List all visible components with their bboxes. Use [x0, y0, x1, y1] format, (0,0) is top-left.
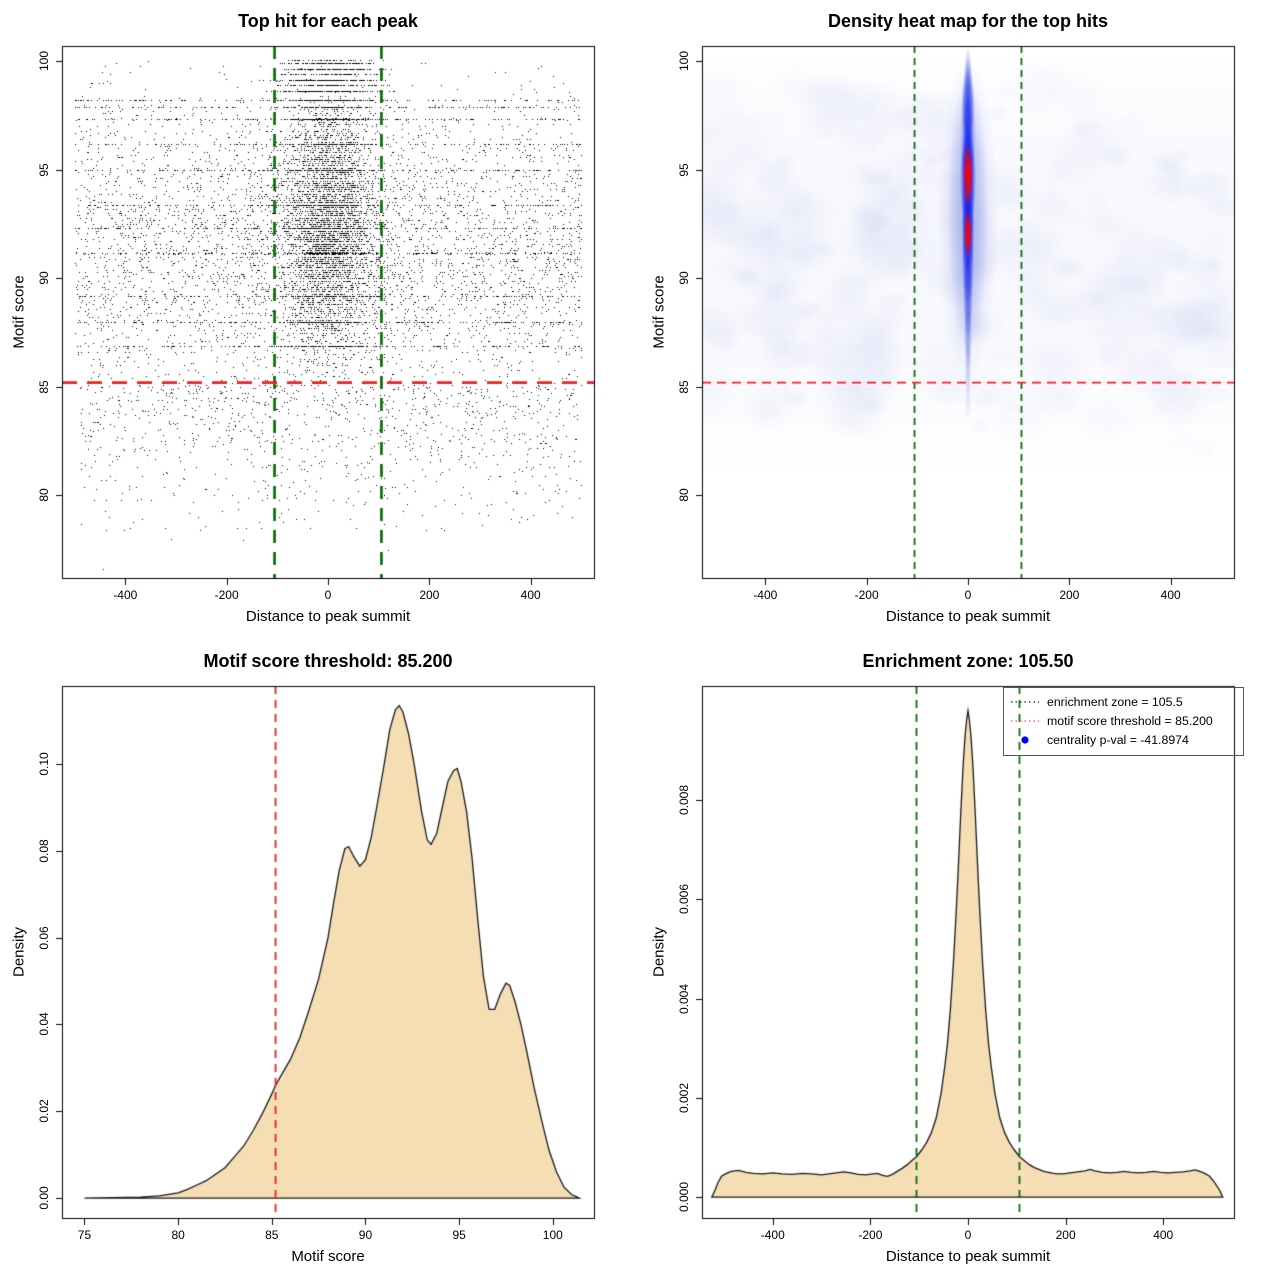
dotted-line-icon: [1011, 720, 1039, 722]
x-axis-label: Motif score: [291, 1248, 365, 1265]
y-tick-label: 0.08: [37, 839, 51, 863]
legend-row: centrality p-val = -41.8974: [1010, 731, 1239, 749]
panel-enrichment-zone-density: Enrichment zone: 105.50 Distance to peak…: [640, 640, 1280, 1280]
x-tick-label: -200: [854, 588, 879, 602]
x-tick-label: -400: [753, 588, 778, 602]
panel-title: Density heat map for the top hits: [827, 11, 1109, 31]
y-tick-label: 100: [37, 51, 51, 72]
x-tick-label: 90: [358, 1228, 373, 1242]
y-tick-label: 0.002: [677, 1082, 691, 1113]
legend-label: centrality p-val = -41.8974: [1047, 733, 1189, 747]
y-axis-label: Motif score: [650, 275, 668, 349]
panel-title: Motif score threshold: 85.200: [203, 651, 453, 671]
y-tick-label: 0.000: [677, 1182, 691, 1213]
x-axis-label: Distance to peak summit: [885, 608, 1051, 625]
x-tick-label: -400: [113, 588, 138, 602]
density-plot-canvas: [640, 640, 1280, 1280]
x-tick-label: 85: [265, 1228, 279, 1242]
legend-key-dot: [1021, 736, 1029, 744]
y-tick-label: 0.00: [37, 1186, 51, 1210]
x-tick-label: 200: [1059, 588, 1080, 602]
x-tick-label: -200: [858, 1228, 883, 1242]
x-tick-label: 400: [520, 588, 541, 602]
panel-top-hit-scatter: Top hit for each peak Distance to peak s…: [0, 0, 640, 640]
heatmap-canvas: [640, 0, 1280, 640]
x-axis-label: Distance to peak summit: [885, 1248, 1051, 1265]
x-tick-label: -200: [214, 588, 239, 602]
y-tick-label: 0.008: [677, 785, 691, 816]
y-axis-label: Density: [650, 926, 668, 978]
x-tick-label: 200: [419, 588, 440, 602]
x-tick-label: 80: [171, 1228, 185, 1242]
y-tick-label: 0.06: [37, 925, 51, 950]
panel-title: Enrichment zone: 105.50: [862, 651, 1074, 671]
panel-title: Top hit for each peak: [238, 11, 418, 31]
y-axis-label: Motif score: [10, 275, 28, 349]
x-tick-label: 400: [1153, 1228, 1174, 1242]
dot-icon: [1021, 736, 1029, 744]
panel-density-heatmap: Density heat map for the top hits Distan…: [640, 0, 1280, 640]
y-tick-label: 0.10: [37, 752, 51, 776]
x-tick-label: 200: [1055, 1228, 1076, 1242]
x-tick-label: 100: [542, 1228, 563, 1242]
y-tick-label: 95: [677, 163, 691, 177]
density-plot-canvas: [0, 640, 640, 1280]
legend-row: motif score threshold = 85.200: [1010, 712, 1239, 730]
y-tick-label: 95: [37, 163, 51, 177]
y-tick-label: 85: [677, 380, 691, 394]
y-tick-label: 80: [37, 488, 51, 503]
x-tick-label: 95: [452, 1228, 466, 1242]
x-tick-label: 400: [1160, 588, 1181, 602]
x-tick-label: 75: [77, 1228, 92, 1242]
panel-motif-score-density: Motif score threshold: 85.200 Motif scor…: [0, 640, 640, 1280]
scatter-plot-canvas: [0, 0, 640, 640]
y-axis-label: Density: [10, 926, 28, 978]
legend-row: enrichment zone = 105.5: [1010, 693, 1239, 711]
y-tick-label: 100: [677, 51, 691, 72]
y-tick-label: 80: [677, 488, 691, 503]
x-tick-label: -400: [760, 1228, 785, 1242]
y-tick-label: 85: [37, 380, 51, 394]
x-tick-label: 0: [964, 1228, 972, 1242]
dotted-line-icon: [1011, 701, 1039, 703]
x-tick-label: 0: [324, 588, 332, 602]
y-tick-label: 0.02: [37, 1099, 51, 1123]
legend-label: motif score threshold = 85.200: [1047, 714, 1213, 728]
legend-label: enrichment zone = 105.5: [1047, 695, 1183, 709]
y-tick-label: 90: [677, 271, 691, 286]
x-tick-label: 0: [964, 588, 972, 602]
y-tick-label: 0.04: [37, 1012, 51, 1037]
legend: enrichment zone = 105.5 motif score thre…: [1003, 687, 1244, 756]
x-axis-label: Distance to peak summit: [245, 608, 411, 625]
y-tick-label: 0.004: [677, 983, 691, 1014]
y-tick-label: 90: [37, 271, 51, 286]
y-tick-label: 0.006: [677, 884, 691, 915]
